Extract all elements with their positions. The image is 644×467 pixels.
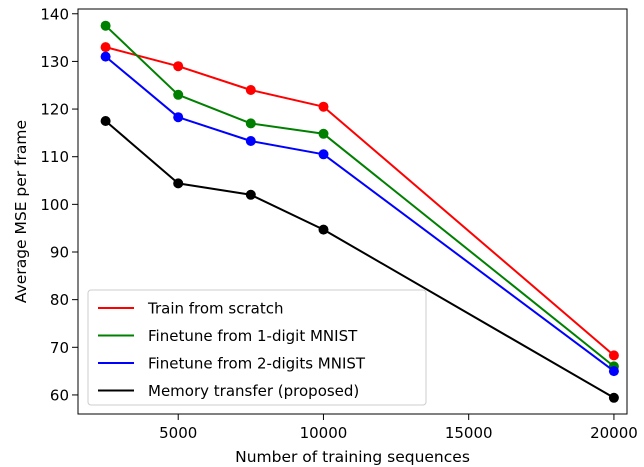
data-point — [245, 189, 256, 200]
legend-label: Finetune from 1-digit MNIST — [148, 327, 358, 345]
data-point — [318, 128, 329, 139]
y-tick-label: 90 — [50, 244, 69, 262]
series-3 — [100, 51, 619, 377]
axis-ticks: 5000 10000 15000 20000 60 70 80 90 100 110 120 130 1… — [40, 5, 637, 442]
x-tick-label: 10000 — [300, 424, 348, 442]
data-point — [318, 149, 329, 160]
y-tick-label: 70 — [50, 339, 69, 357]
y-tick-label: 120 — [40, 101, 69, 119]
y-tick-label: 110 — [40, 148, 69, 166]
data-point — [173, 61, 184, 72]
y-tick-label: 100 — [40, 196, 69, 214]
data-point — [100, 20, 111, 31]
data-point — [245, 85, 256, 95]
plot-area-frame — [77, 8, 628, 415]
legend-label: Finetune from 2-digits MNIST — [148, 355, 366, 373]
data-point — [173, 112, 184, 123]
series-1 — [100, 42, 619, 361]
y-tick-label: 140 — [40, 5, 69, 23]
x-tick-label: 15000 — [445, 424, 493, 442]
y-tick-label: 60 — [50, 386, 69, 404]
y-axis-label: Average MSE per frame — [12, 120, 30, 303]
data-point — [318, 101, 329, 112]
series-2 — [100, 20, 619, 372]
data-point — [100, 116, 111, 126]
data-point — [608, 392, 619, 403]
x-tick-label: 20000 — [590, 424, 638, 442]
legend-label: Memory transfer (proposed) — [148, 382, 359, 400]
series-4 — [100, 116, 619, 403]
data-point — [173, 178, 184, 189]
data-point — [318, 224, 329, 235]
data-point — [245, 118, 256, 129]
legend-label: Train from scratch — [147, 300, 284, 318]
series-layer — [100, 20, 619, 403]
data-point — [245, 136, 256, 146]
x-tick-label: 5000 — [159, 424, 197, 442]
y-tick-label: 80 — [50, 291, 69, 309]
data-point — [608, 366, 619, 377]
data-point — [608, 350, 619, 361]
legend: Train from scratch Finetune from 1-digit … — [87, 289, 427, 406]
data-point — [100, 51, 111, 62]
y-tick-label: 130 — [40, 53, 69, 71]
x-axis-label: Number of training sequences — [235, 448, 470, 466]
legend-box — [87, 289, 427, 406]
data-point — [173, 89, 184, 100]
data-point — [100, 42, 111, 53]
